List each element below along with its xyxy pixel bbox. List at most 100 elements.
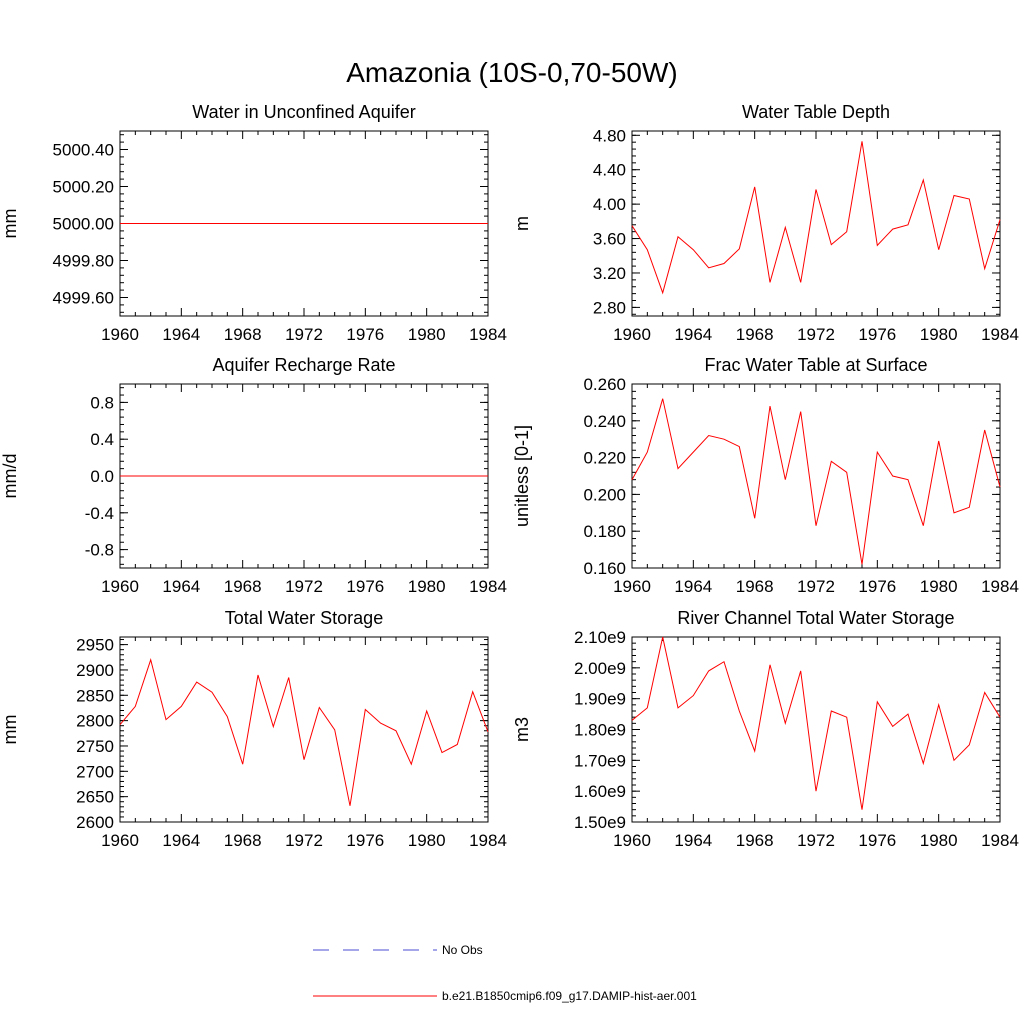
y-tick-label: 0.160 xyxy=(583,559,626,578)
series-line xyxy=(119,658,489,806)
y-tick-label: 3.60 xyxy=(593,230,626,249)
y-tick-label: 1.70e9 xyxy=(574,751,626,770)
x-tick-label: 1984 xyxy=(981,325,1019,344)
figure-title: Amazonia (10S-0,70-50W) xyxy=(346,57,677,88)
panel-title: Aquifer Recharge Rate xyxy=(212,355,395,375)
x-tick-label: 1980 xyxy=(920,325,958,344)
y-tick-label: 0.4 xyxy=(90,430,114,449)
plot-frame xyxy=(119,636,489,823)
x-tick-label: 1968 xyxy=(736,831,774,850)
x-tick-label: 1980 xyxy=(920,831,958,850)
y-tick-label: 1.80e9 xyxy=(574,721,626,740)
x-tick-label: 1960 xyxy=(613,577,651,596)
y-tick-label: -0.8 xyxy=(85,541,114,560)
y-tick-label: 4.40 xyxy=(593,161,626,180)
y-tick-label: 1.90e9 xyxy=(574,690,626,709)
series-line xyxy=(631,636,1001,810)
y-tick-label: 0.200 xyxy=(583,485,626,504)
y-axis-label: m xyxy=(512,216,532,231)
legend-label-model: b.e21.B1850cmip6.f09_g17.DAMIP-hist-aer.… xyxy=(442,989,697,1003)
y-tick-label: 4.00 xyxy=(593,195,626,214)
x-tick-label: 1972 xyxy=(797,577,835,596)
y-tick-label: 2650 xyxy=(76,788,114,807)
y-tick-label: 2700 xyxy=(76,762,114,781)
y-tick-label: 5000.20 xyxy=(53,178,114,197)
x-tick-label: 1976 xyxy=(346,325,384,344)
x-tick-label: 1960 xyxy=(101,325,139,344)
y-tick-label: 1.60e9 xyxy=(574,782,626,801)
panel-3: Aquifer Recharge Rate mm/d 1960 1964 1968 197… xyxy=(0,355,507,596)
y-tick-label: 0.8 xyxy=(90,393,114,412)
x-tick-label: 1976 xyxy=(858,831,896,850)
x-tick-label: 1976 xyxy=(858,577,896,596)
panel-title: Frac Water Table at Surface xyxy=(704,355,927,375)
panel-title: River Channel Total Water Storage xyxy=(677,608,954,628)
panel-title: Water in Unconfined Aquifer xyxy=(192,102,415,122)
x-tick-label: 1968 xyxy=(224,831,262,850)
x-tick-label: 1968 xyxy=(736,577,774,596)
x-tick-label: 1964 xyxy=(162,831,200,850)
y-tick-label: -0.4 xyxy=(85,504,114,523)
y-axis-label: unitless [0-1] xyxy=(512,425,532,527)
x-tick-label: 1972 xyxy=(285,831,323,850)
y-axis-label: m3 xyxy=(512,717,532,742)
y-tick-label: 2750 xyxy=(76,737,114,756)
x-tick-label: 1972 xyxy=(285,325,323,344)
series-line xyxy=(631,398,1001,565)
x-tick-label: 1980 xyxy=(408,831,446,850)
y-tick-label: 2600 xyxy=(76,813,114,832)
x-tick-label: 1984 xyxy=(981,831,1019,850)
y-tick-label: 2850 xyxy=(76,686,114,705)
x-tick-label: 1960 xyxy=(613,831,651,850)
y-axis-label: mm/d xyxy=(0,454,20,499)
y-tick-label: 0.0 xyxy=(90,467,114,486)
y-tick-label: 4.80 xyxy=(593,126,626,145)
x-tick-label: 1960 xyxy=(101,577,139,596)
x-tick-label: 1964 xyxy=(674,831,712,850)
x-tick-label: 1968 xyxy=(736,325,774,344)
x-tick-label: 1980 xyxy=(408,577,446,596)
panel-title: Water Table Depth xyxy=(742,102,890,122)
y-tick-label: 0.260 xyxy=(583,375,626,394)
y-tick-label: 2.10e9 xyxy=(574,628,626,647)
x-tick-label: 1964 xyxy=(162,577,200,596)
x-tick-label: 1980 xyxy=(920,577,958,596)
y-tick-label: 0.220 xyxy=(583,449,626,468)
x-tick-label: 1984 xyxy=(469,831,507,850)
x-tick-label: 1976 xyxy=(346,831,384,850)
y-tick-label: 2900 xyxy=(76,661,114,680)
y-axis-label: mm xyxy=(0,209,20,239)
x-tick-label: 1960 xyxy=(613,325,651,344)
y-tick-label: 5000.40 xyxy=(53,141,114,160)
y-tick-label: 2950 xyxy=(76,636,114,655)
y-tick-label: 3.20 xyxy=(593,264,626,283)
x-tick-label: 1964 xyxy=(674,577,712,596)
plot-frame xyxy=(631,383,1001,569)
panel-6: River Channel Total Water Storage m3 1960 1… xyxy=(512,608,1019,850)
series-line xyxy=(631,141,1001,295)
panels: Water in Unconfined Aquifer mm 1960 1964 196… xyxy=(0,102,1019,850)
y-tick-label: 0.240 xyxy=(583,412,626,431)
x-tick-label: 1972 xyxy=(797,325,835,344)
y-tick-label: 2.80 xyxy=(593,298,626,317)
plot-frame xyxy=(631,636,1001,823)
panel-title: Total Water Storage xyxy=(225,608,383,628)
y-tick-label: 5000.00 xyxy=(53,215,114,234)
y-axis-label: mm xyxy=(0,715,20,745)
panel-1: Water in Unconfined Aquifer mm 1960 1964 196… xyxy=(0,102,507,344)
x-tick-label: 1964 xyxy=(162,325,200,344)
x-tick-label: 1968 xyxy=(224,325,262,344)
y-tick-label: 2800 xyxy=(76,712,114,731)
x-tick-label: 1976 xyxy=(858,325,896,344)
x-tick-label: 1972 xyxy=(797,831,835,850)
y-tick-label: 0.180 xyxy=(583,522,626,541)
x-tick-label: 1984 xyxy=(469,577,507,596)
y-tick-label: 4999.80 xyxy=(53,252,114,271)
panel-4: Frac Water Table at Surface unitless [0-1… xyxy=(512,355,1019,596)
y-tick-label: 2.00e9 xyxy=(574,659,626,678)
x-tick-label: 1972 xyxy=(285,577,323,596)
x-tick-label: 1984 xyxy=(469,325,507,344)
x-tick-label: 1968 xyxy=(224,577,262,596)
legend: No Obs b.e21.B1850cmip6.f09_g17.DAMIP-hi… xyxy=(313,943,697,1003)
